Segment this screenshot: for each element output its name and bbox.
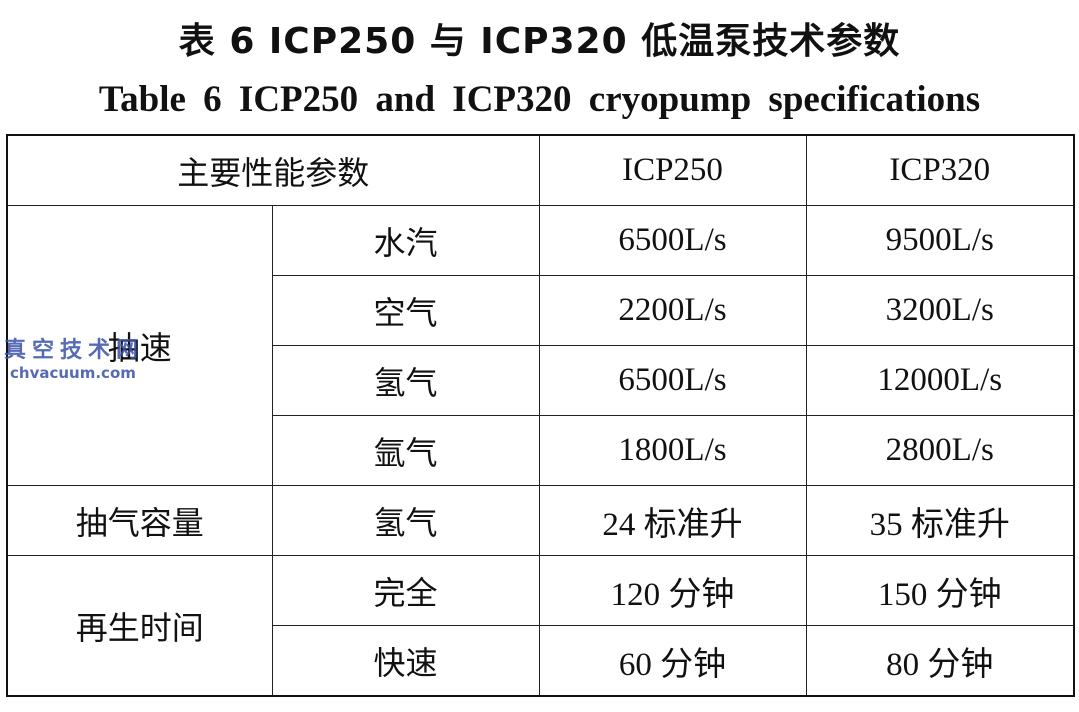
table-header-row: 主要性能参数 ICP250 ICP320 xyxy=(5,134,1076,206)
row-sub-label: 水汽 xyxy=(271,205,540,276)
row-value-icp320: 2800L/s xyxy=(805,415,1076,486)
row-value-icp320: 150 分钟 xyxy=(805,555,1076,626)
row-value-icp250: 24 标准升 xyxy=(538,485,807,556)
row-value-icp250: 60 分钟 xyxy=(538,625,807,697)
row-value-icp320: 35 标准升 xyxy=(805,485,1076,556)
row-sub-label: 氢气 xyxy=(271,485,540,556)
table-row: 再生时间 完全 120 分钟 150 分钟 xyxy=(6,555,1076,697)
table-row: 快速 60 分钟 80 分钟 xyxy=(7,625,1076,697)
row-value-icp250: 1800L/s xyxy=(538,415,807,486)
header-icp320: ICP320 xyxy=(805,134,1076,206)
row-sub-label: 快速 xyxy=(271,625,540,697)
row-value-icp320: 3200L/s xyxy=(805,275,1076,346)
header-icp250: ICP250 xyxy=(538,134,807,206)
row-sub-label: 空气 xyxy=(271,275,540,346)
row-value-icp250: 6500L/s xyxy=(538,205,807,276)
row-value-icp320: 9500L/s xyxy=(805,205,1076,276)
row-sub-label: 氢气 xyxy=(271,345,540,416)
table-row: 抽气容量 氢气 24 标准升 35 标准升 xyxy=(6,485,1076,556)
table-row: 氩气 1800L/s 2800L/s xyxy=(7,415,1076,486)
table-row: 抽速 水汽 6500L/s 9500L/s xyxy=(6,205,1076,486)
row-value-icp320: 12000L/s xyxy=(805,345,1076,416)
header-param: 主要性能参数 xyxy=(5,134,540,206)
group-regen: 再生时间 xyxy=(6,555,273,697)
watermark-cn: 真空技术网 xyxy=(4,337,145,363)
group-capacity: 抽气容量 xyxy=(6,485,273,556)
row-value-icp320: 80 分钟 xyxy=(805,625,1076,697)
row-value-icp250: 2200L/s xyxy=(538,275,807,346)
table-row: 氢气 6500L/s 12000L/s xyxy=(7,345,1076,416)
row-sub-label: 氩气 xyxy=(271,415,540,486)
table-title-en: Table 6 ICP250 and ICP320 cryopump speci… xyxy=(98,79,981,120)
spec-table: 主要性能参数 ICP250 ICP320 抽速 水汽 6500L/s 9500L… xyxy=(5,134,1076,697)
row-value-icp250: 6500L/s xyxy=(538,345,807,416)
row-value-icp250: 120 分钟 xyxy=(538,555,807,626)
group-speed: 抽速 xyxy=(6,205,273,486)
table-title-cn: 表 6 ICP250 与 ICP320 低温泵技术参数 xyxy=(178,21,901,62)
watermark-site: chvacuum.com xyxy=(10,364,136,382)
row-sub-label: 完全 xyxy=(271,555,540,626)
